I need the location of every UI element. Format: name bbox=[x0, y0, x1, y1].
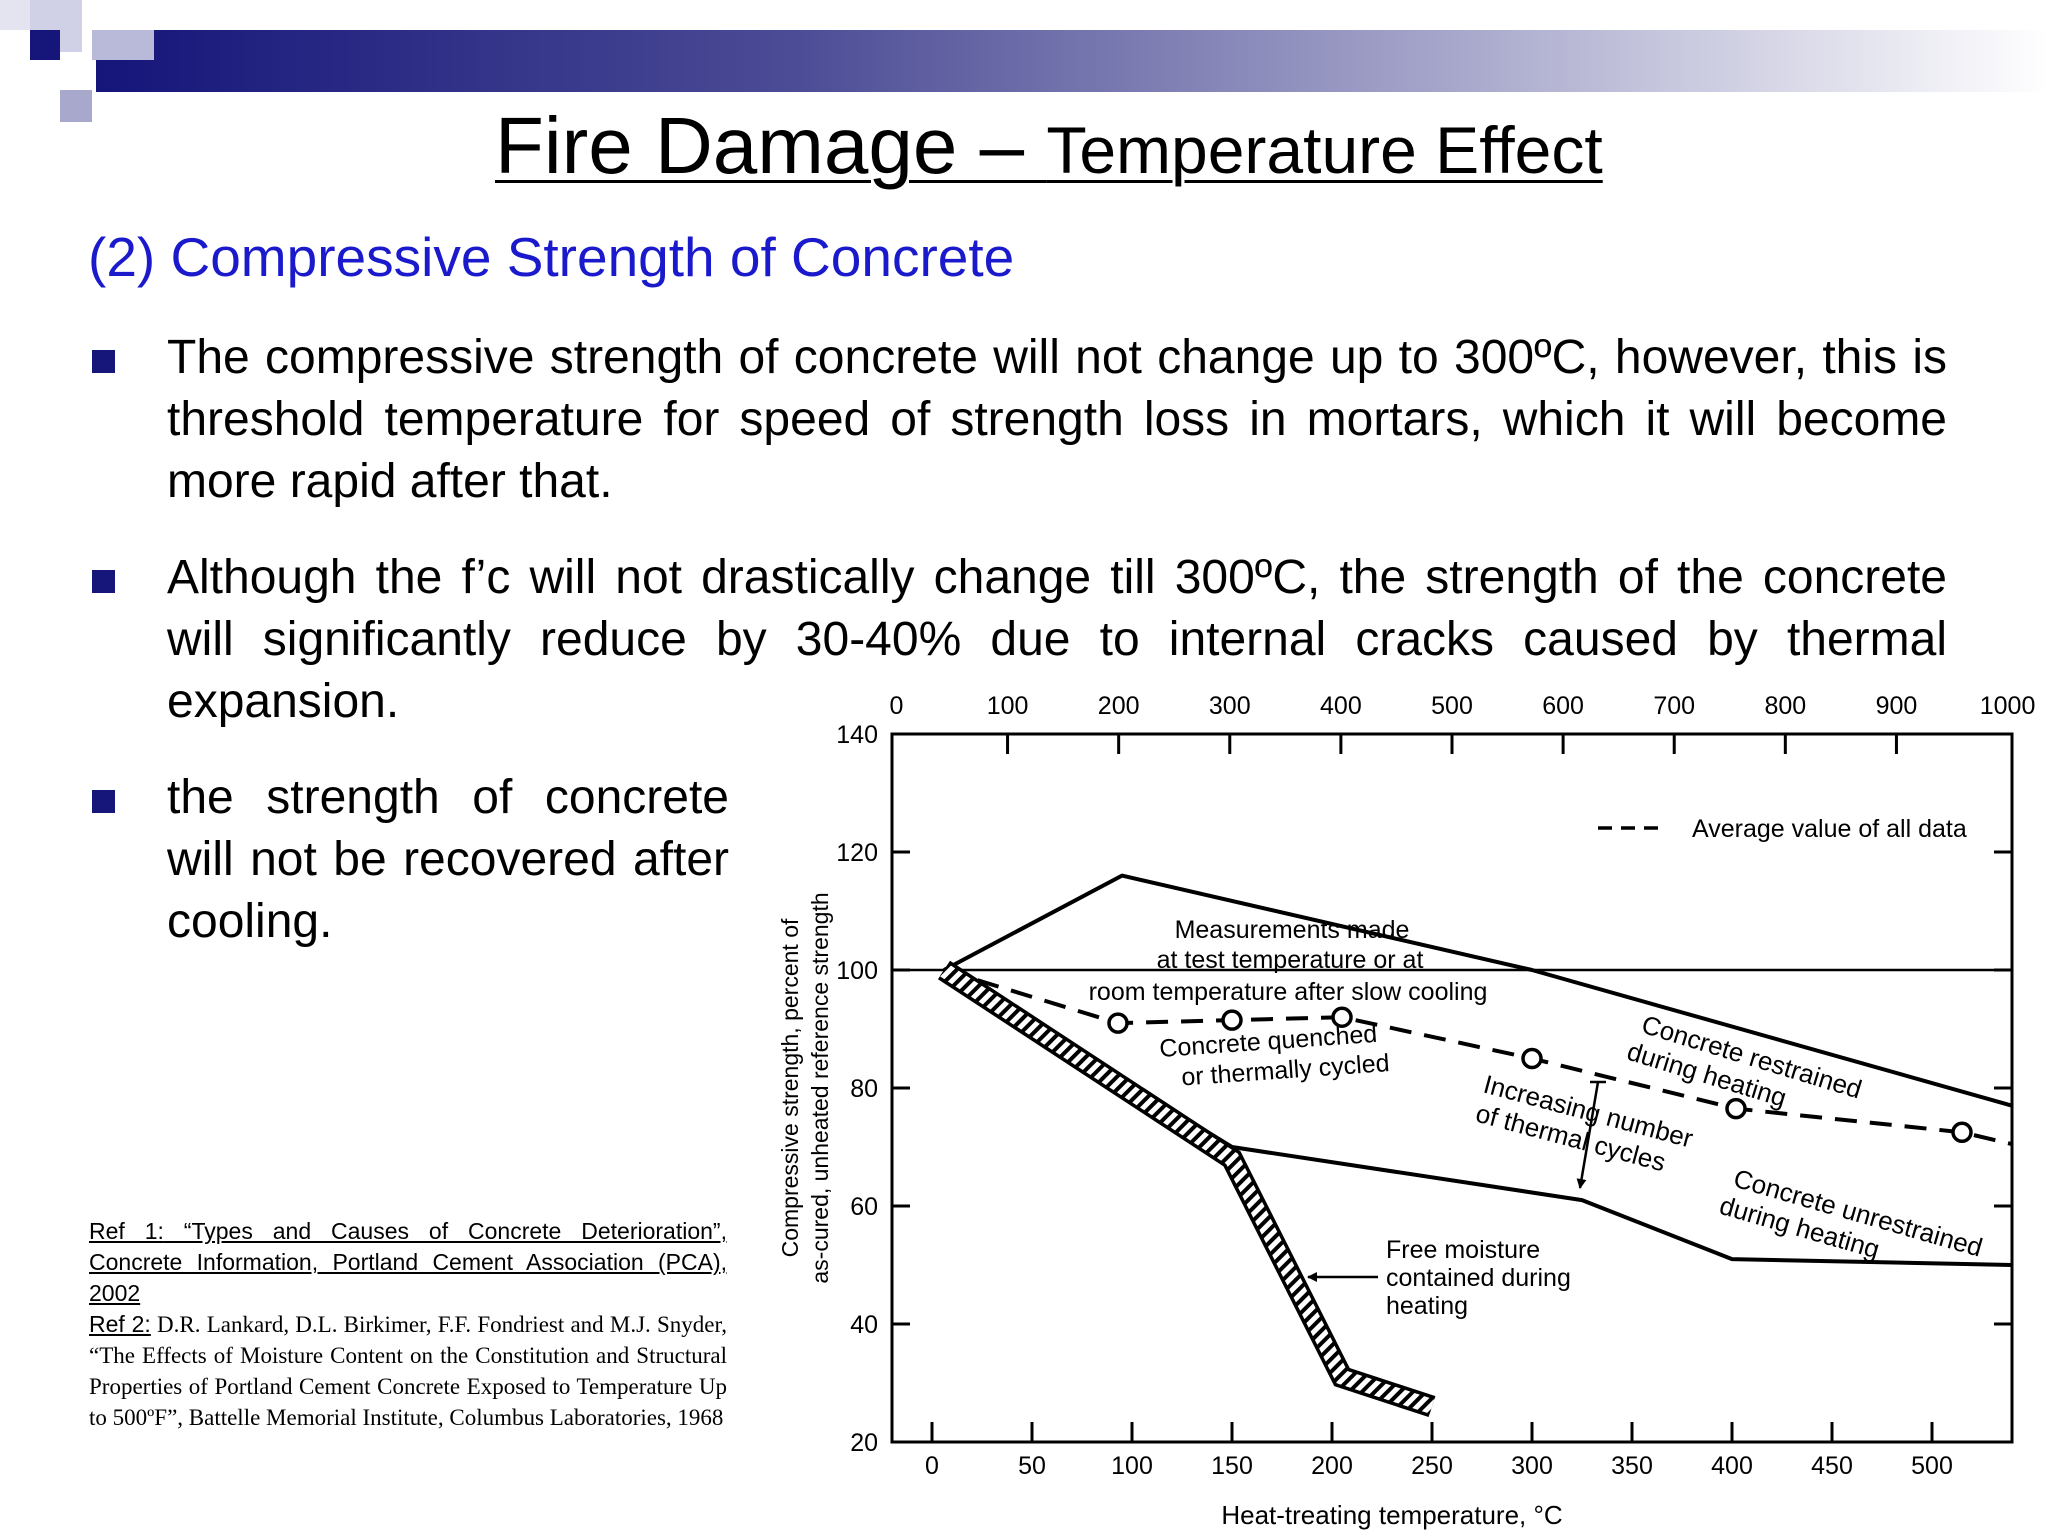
y-tick-label: 20 bbox=[850, 1429, 878, 1457]
series-average-value-of-all-data-marker bbox=[1221, 1009, 1243, 1031]
series-average-value-of-all-data-marker bbox=[1725, 1097, 1747, 1120]
x-tick-label: 350 bbox=[1611, 1452, 1653, 1480]
legend-label: Average value of all data bbox=[1692, 815, 1967, 843]
annotation-quenched: Concrete quenched or thermally cycled bbox=[1158, 1020, 1390, 1092]
annotation-free-moisture-line-3: heating bbox=[1386, 1292, 1468, 1320]
x2-tick-label: 800 bbox=[1764, 692, 1806, 720]
reference-1: Ref 1: “Types and Causes of Concrete Det… bbox=[89, 1216, 727, 1309]
series-average-value-of-all-data-marker bbox=[1107, 1012, 1129, 1034]
series-free-moisture-contained-during-heating-hatch bbox=[939, 963, 1435, 1414]
bullet-marker-2 bbox=[92, 570, 115, 593]
x-tick-label: 450 bbox=[1811, 1452, 1853, 1480]
x-tick-label: 0 bbox=[925, 1452, 939, 1480]
bullet-marker-3 bbox=[92, 790, 115, 813]
reference-2-label: Ref 2: bbox=[89, 1311, 151, 1337]
y-axis-label-line-1: Compressive strength, percent of bbox=[777, 918, 803, 1257]
y-tick-label: 120 bbox=[836, 839, 878, 867]
x2-tick-label: 500 bbox=[1431, 692, 1473, 720]
strength-temperature-chart: Compressive strength, percent of as-cure… bbox=[777, 692, 2036, 1530]
annotation-measurements-line-3: room temperature after slow cooling bbox=[1089, 978, 1488, 1006]
references: Ref 1: “Types and Causes of Concrete Det… bbox=[89, 1216, 727, 1433]
bullet-text-3: the strength of concrete will not be rec… bbox=[167, 771, 729, 948]
reference-2: Ref 2: D.R. Lankard, D.L. Birkimer, F.F.… bbox=[89, 1309, 727, 1433]
corner-square-small bbox=[60, 90, 92, 122]
x-axis-label: Heat-treating temperature, °C bbox=[1221, 1500, 1562, 1530]
x2-tick-label: 700 bbox=[1653, 692, 1695, 720]
reference-2-text: D.R. Lankard, D.L. Birkimer, F.F. Fondri… bbox=[89, 1312, 727, 1430]
corner-square-dark bbox=[30, 30, 60, 60]
x2-tick-label: 300 bbox=[1209, 692, 1251, 720]
x-tick-label: 250 bbox=[1411, 1452, 1453, 1480]
annotation-free-moisture: Free moisture contained during heating bbox=[1386, 1236, 1571, 1320]
series-average-value-of-all-data-marker bbox=[1331, 1006, 1353, 1028]
bullet-text-2: Although the f’c will not drastically ch… bbox=[167, 551, 1947, 728]
y-tick-label: 80 bbox=[850, 1075, 878, 1103]
x-tick-label: 100 bbox=[1111, 1452, 1153, 1480]
slide-title-main: Fire Damage – bbox=[495, 101, 1047, 190]
slide-title-sub: Temperature Effect bbox=[1046, 113, 1603, 187]
reference-1-text: “Types and Causes of Concrete Deteriorat… bbox=[89, 1218, 727, 1306]
bullet-text-1: The compressive strength of concrete wil… bbox=[167, 331, 1947, 508]
x-tick-label: 500 bbox=[1911, 1452, 1953, 1480]
annotation-unrestrained: Concrete unrestrained during heating bbox=[1716, 1163, 1986, 1264]
series-concrete-restrained-during-heating bbox=[943, 873, 2013, 1108]
annotation-measurements: Measurements made at test temperature or… bbox=[1089, 916, 1488, 1006]
annotation-measurements-line-1: Measurements made bbox=[1175, 916, 1410, 944]
annotation-thermal-cycles-arrow bbox=[1576, 1081, 1600, 1189]
x-tick-label: 200 bbox=[1311, 1452, 1353, 1480]
x2-tick-label: 100 bbox=[987, 692, 1029, 720]
x2-tick-label: 200 bbox=[1098, 692, 1140, 720]
x-tick-label: 300 bbox=[1511, 1452, 1553, 1480]
series-average-value-of-all-data-marker bbox=[1521, 1047, 1543, 1070]
section-subtitle: (2) Compressive Strength of Concrete bbox=[88, 226, 1015, 288]
corner-square-light bbox=[0, 0, 30, 30]
y-tick-label: 140 bbox=[836, 721, 878, 749]
annotation-free-moisture-line-1: Free moisture bbox=[1386, 1236, 1540, 1264]
x-tick-label: 50 bbox=[1018, 1452, 1046, 1480]
annotation-free-moisture-line-2: contained during bbox=[1386, 1264, 1571, 1292]
x2-tick-label: 600 bbox=[1542, 692, 1584, 720]
slide-title: Fire Damage – Temperature Effect bbox=[495, 100, 1603, 192]
x2-tick-label: 900 bbox=[1876, 692, 1918, 720]
bullet-marker-1 bbox=[92, 350, 115, 373]
y-tick-label: 40 bbox=[850, 1311, 878, 1339]
y-axis-label-line-2: as-cured, unheated reference strength bbox=[807, 892, 833, 1283]
y-tick-label: 100 bbox=[836, 957, 878, 985]
header-gradient-band bbox=[96, 30, 2048, 92]
series-average-value-of-all-data bbox=[943, 968, 2013, 1147]
x2-tick-label: 400 bbox=[1320, 692, 1362, 720]
series-average-value-of-all-data-marker bbox=[1951, 1121, 1973, 1143]
x2-tick-label: 0 bbox=[889, 692, 903, 720]
x-tick-label: 400 bbox=[1711, 1452, 1753, 1480]
corner-square-mid bbox=[92, 30, 154, 60]
x2-tick-label: 1000 bbox=[1980, 692, 2036, 720]
reference-1-label: Ref 1: bbox=[89, 1218, 164, 1244]
y-tick-label: 60 bbox=[850, 1193, 878, 1221]
x-tick-label: 150 bbox=[1211, 1452, 1253, 1480]
